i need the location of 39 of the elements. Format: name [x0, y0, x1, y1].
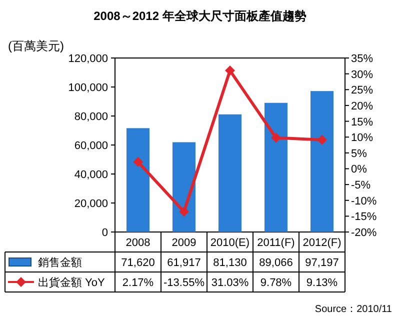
y2-tick-label: 15%: [351, 116, 374, 128]
data-label: 9.13%: [306, 277, 338, 289]
x-tick-label: 2012(F): [302, 237, 342, 249]
data-label: 61,917: [167, 257, 201, 269]
y-tick-label: 60,000: [74, 140, 108, 152]
data-label: 9.78%: [260, 277, 292, 289]
y2-tick-label: 5%: [351, 148, 368, 160]
data-label: 89,066: [259, 257, 293, 269]
y2-tick-label: 20%: [351, 100, 374, 112]
y2-tick-label: 0%: [351, 164, 368, 176]
y-tick-label: 20,000: [74, 198, 108, 210]
y-tick-label: 40,000: [74, 169, 108, 181]
data-label: 2.17%: [122, 277, 154, 289]
y-tick-label: 120,000: [68, 53, 108, 65]
data-label: -13.55%: [164, 277, 205, 289]
x-tick-label: 2009: [172, 237, 196, 249]
y2-tick-label: 10%: [351, 132, 374, 144]
y2-tick-label: 35%: [351, 53, 374, 65]
y-tick-label: 100,000: [68, 82, 108, 94]
legend-label: 出貨金額 YoY: [38, 276, 106, 289]
source-note: Source：2010/11: [314, 304, 392, 315]
y2-tick-label: 30%: [351, 68, 374, 81]
y2-tick-label: -10%: [351, 195, 377, 208]
y-axis-title: (百萬美元): [8, 39, 64, 53]
chart-title: 2008～2012 年全球大尺寸面板產值趨勢: [94, 9, 306, 23]
data-label: 31.03%: [211, 277, 249, 289]
y2-tick-label: -20%: [351, 227, 377, 239]
data-label: 71,620: [121, 257, 155, 269]
legend-label: 銷售金額: [38, 256, 82, 269]
y2-tick-label: 25%: [351, 84, 374, 97]
y-tick-label: 80,000: [74, 111, 108, 123]
y2-tick-label: -5%: [351, 180, 371, 192]
data-label: 81,130: [213, 257, 247, 269]
x-tick-label: 2010(E): [210, 237, 250, 249]
y2-tick-label: -15%: [351, 211, 377, 224]
y-tick-label: 0: [102, 227, 108, 239]
x-tick-label: 2008: [126, 237, 150, 249]
data-label: 97,197: [305, 257, 339, 269]
x-tick-label: 2011(F): [257, 237, 295, 249]
